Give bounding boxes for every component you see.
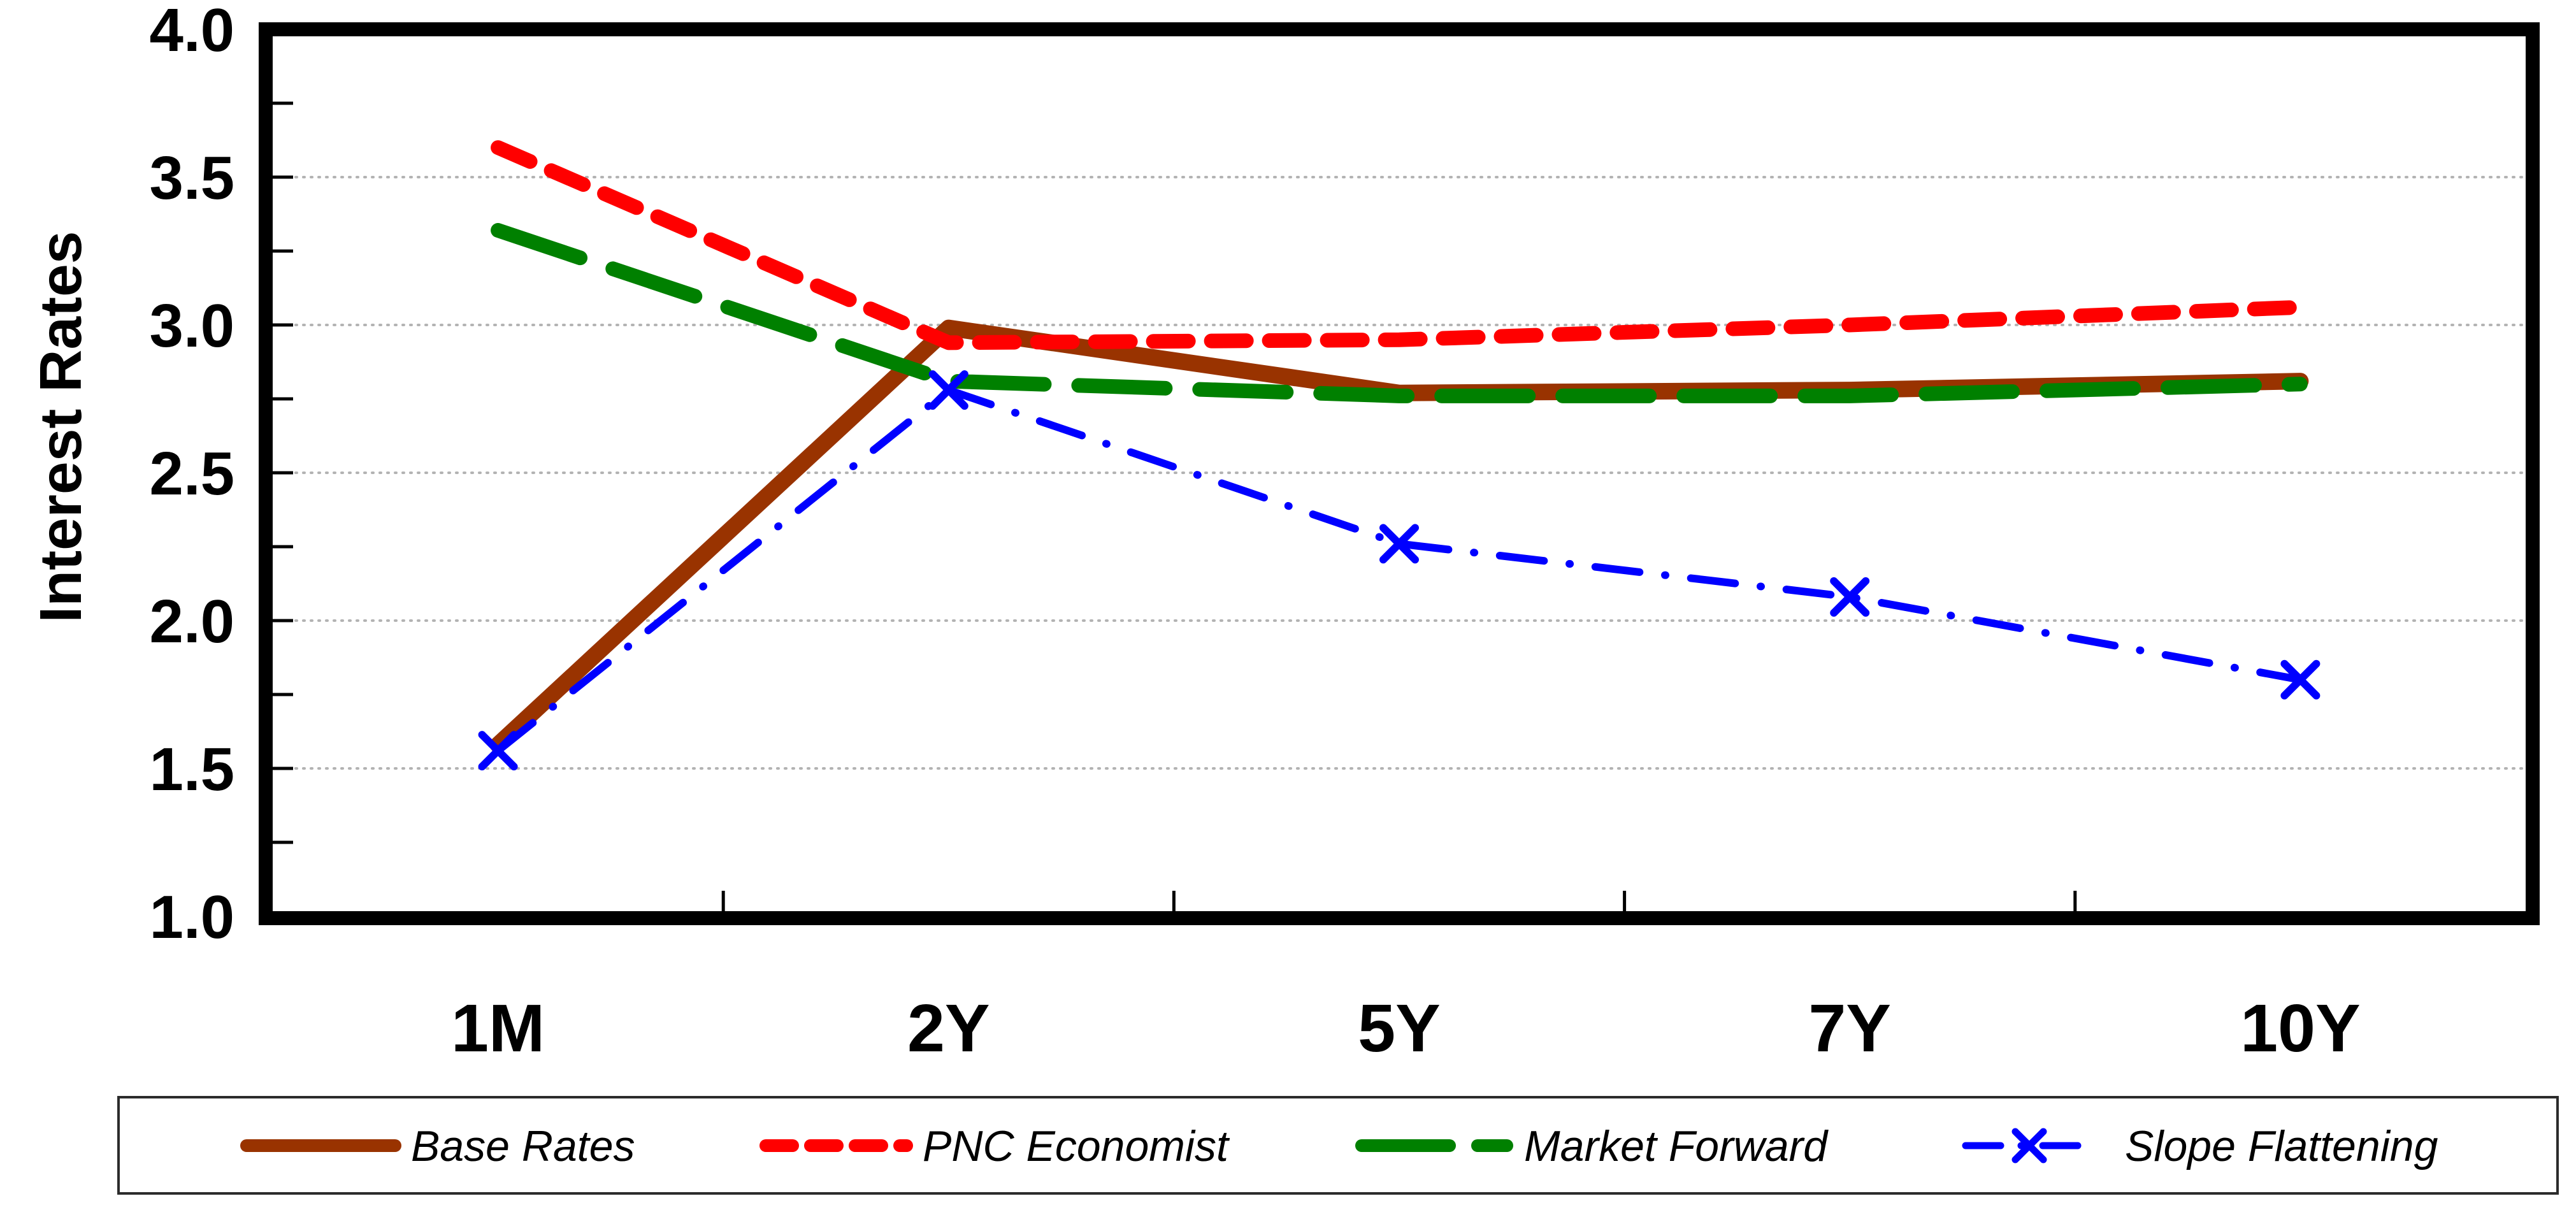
legend-label-slope-flattening: Slope Flattening <box>2125 1122 2438 1170</box>
legend-label-market-forward: Market Forward <box>1524 1122 1829 1170</box>
x-tick-label: 1M <box>451 991 545 1066</box>
x-marker <box>928 370 968 410</box>
x-marker <box>1830 577 1870 617</box>
x-tick-label: 10Y <box>2240 991 2361 1066</box>
y-tick-label: 3.5 <box>150 144 234 212</box>
y-tick-label: 3.0 <box>150 292 234 360</box>
y-axis-title: Interest Rates <box>27 231 94 623</box>
x-tick-label: 2Y <box>907 991 990 1066</box>
y-tick-label: 2.5 <box>150 440 234 508</box>
x-marker <box>478 731 518 771</box>
series-line-market-forward <box>491 223 2308 403</box>
plot-frame <box>259 22 2540 925</box>
x-marker <box>1379 524 1419 564</box>
legend-label-pnc-economist: PNC Economist <box>923 1122 1230 1170</box>
y-tick-label: 4.0 <box>150 0 234 64</box>
series-line-slope-flattening <box>494 386 2305 755</box>
x-tick-label: 5Y <box>1358 991 1441 1066</box>
legend-box <box>117 1096 2559 1195</box>
series-line-pnc-economist <box>491 140 2308 350</box>
legend-label-base-rates: Base Rates <box>411 1122 635 1170</box>
x-marker <box>2280 659 2321 700</box>
chart-generated-content: 1.0 1.5 2.0 2.5 3.0 3.5 4.0 1M 2Y 5Y 7Y 10Y Base Rat… <box>117 0 2559 1195</box>
y-tick-label: 1.0 <box>150 883 234 951</box>
y-tick-label: 2.0 <box>150 587 234 656</box>
x-tick-label: 7Y <box>1808 991 1891 1066</box>
y-tick-label: 1.5 <box>150 735 234 803</box>
legend-x-marker <box>2011 1128 2047 1163</box>
